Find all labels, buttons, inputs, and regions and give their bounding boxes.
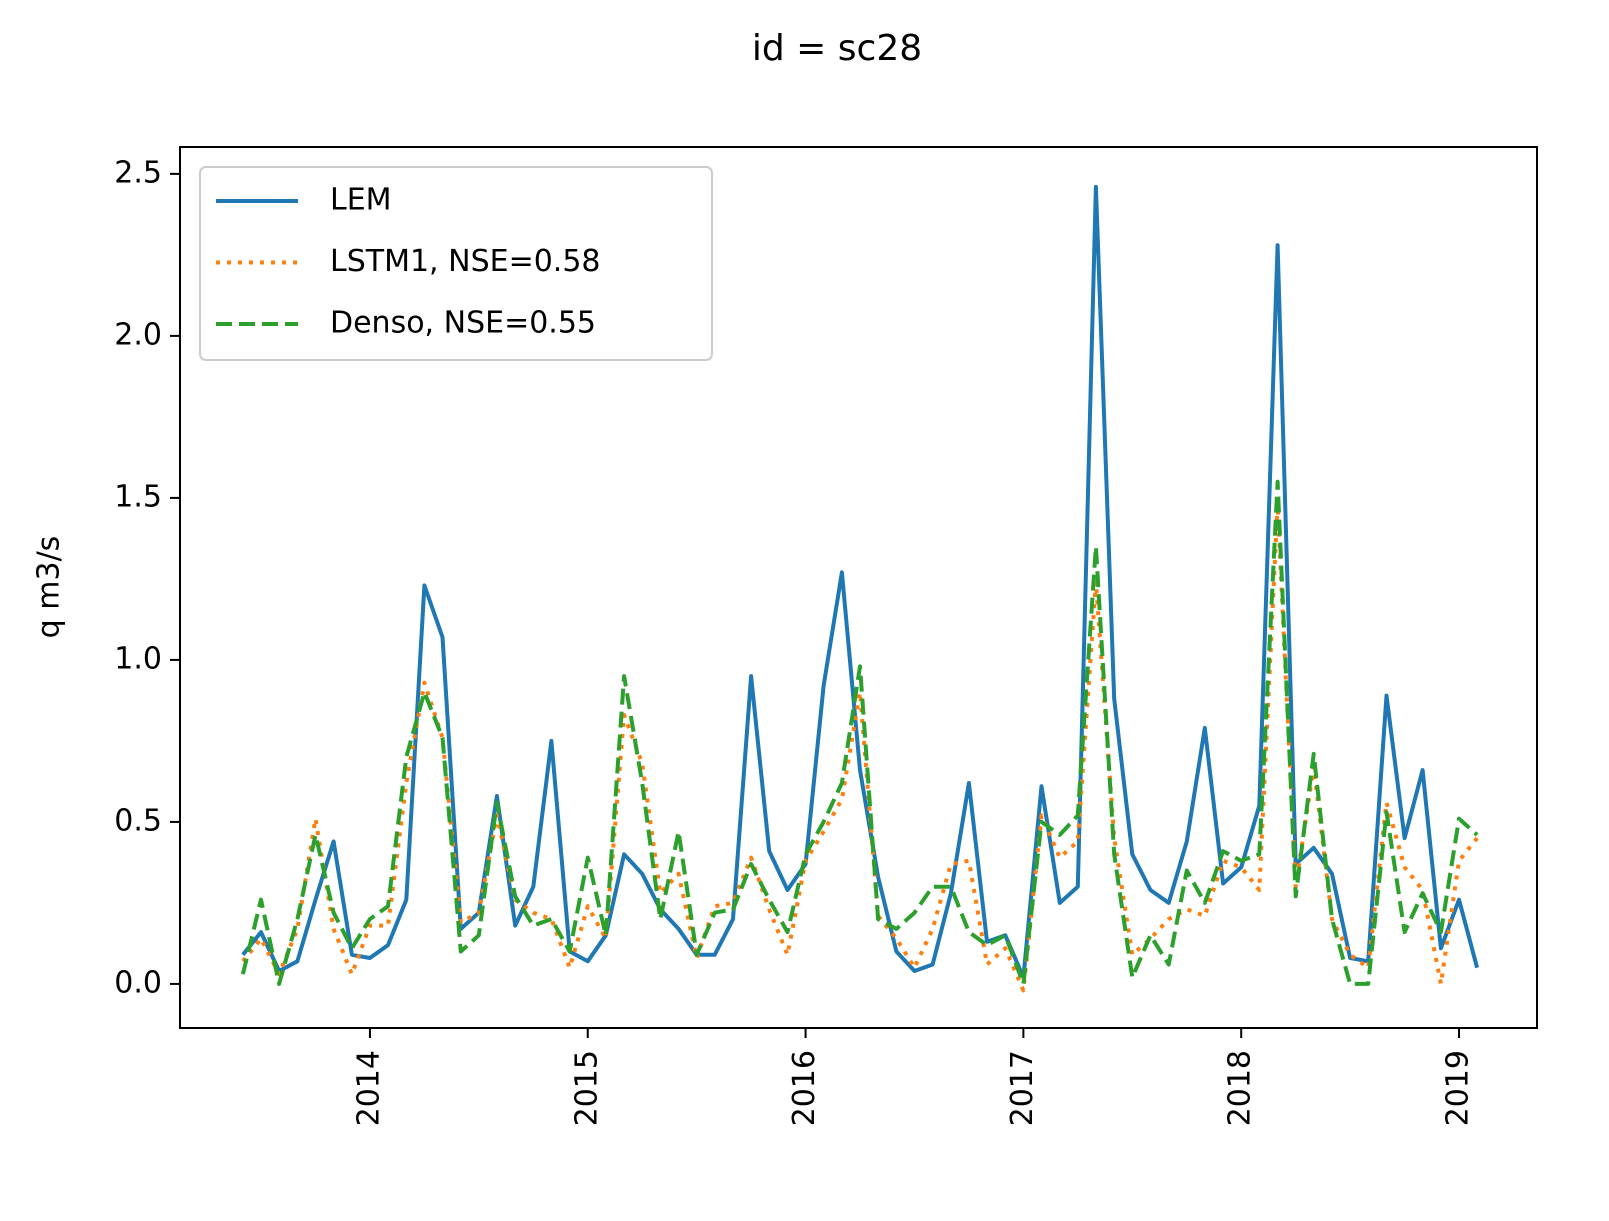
y-tick-label: 0.5 bbox=[114, 803, 162, 838]
series-line bbox=[240, 479, 1479, 986]
y-axis-label: q m3/s bbox=[32, 536, 67, 639]
chart-title: id = sc28 bbox=[752, 28, 922, 69]
legend-label: LEM bbox=[330, 183, 392, 218]
x-tick-label: 2016 bbox=[787, 1050, 822, 1126]
y-tick-label: 2.5 bbox=[114, 155, 162, 190]
y-tick-label: 1.0 bbox=[114, 641, 162, 676]
legend-box bbox=[199, 166, 713, 361]
x-tick-label: 2019 bbox=[1441, 1050, 1476, 1126]
plot-frame bbox=[179, 146, 1538, 1029]
legend-label: LSTM1, NSE=0.58 bbox=[330, 244, 601, 279]
legend-label: Denso, NSE=0.55 bbox=[330, 306, 596, 341]
x-tick-label: 2014 bbox=[351, 1050, 386, 1126]
y-tick-label: 1.5 bbox=[114, 479, 162, 514]
y-tick-label: 0.0 bbox=[114, 965, 162, 1000]
series-line bbox=[241, 184, 1480, 980]
x-tick-label: 2018 bbox=[1223, 1050, 1258, 1126]
y-tick-label: 2.0 bbox=[114, 317, 162, 352]
x-tick-label: 2015 bbox=[569, 1050, 604, 1126]
x-tick-label: 2017 bbox=[1005, 1050, 1040, 1126]
